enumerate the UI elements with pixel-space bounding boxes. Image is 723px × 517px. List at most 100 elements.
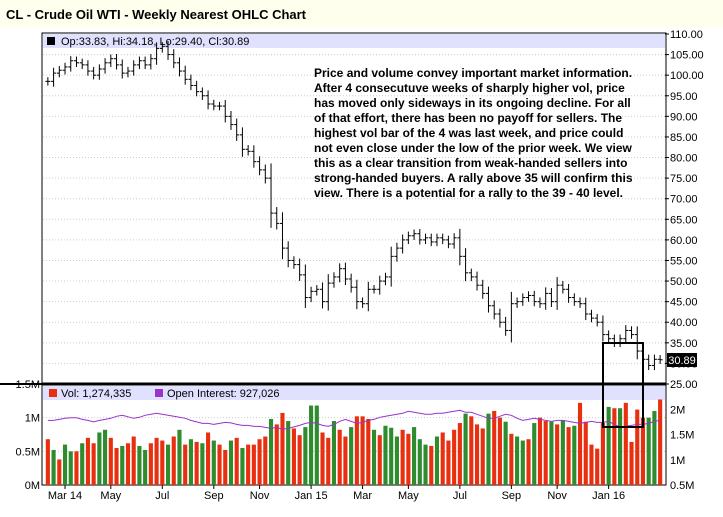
ohlc-bar (131, 60, 137, 76)
ohlc-bar (91, 66, 97, 80)
price-y-tick-label: 35.00 (670, 338, 698, 350)
ohlc-bar (474, 271, 480, 291)
ohlc-bar (274, 207, 280, 230)
volume-bar (268, 419, 274, 485)
ohlc-bar (348, 273, 354, 293)
volume-bar (120, 445, 125, 485)
volume-bar (57, 459, 62, 485)
price-y-tick-label: 85.00 (670, 132, 698, 144)
volume-bar (612, 408, 617, 485)
ohlc-bar (646, 354, 652, 371)
volume-bar (560, 420, 565, 485)
ohlc-bar (394, 242, 400, 262)
ohlc-bar (68, 56, 74, 72)
volume-bar (74, 451, 79, 485)
ohlc-bar (577, 297, 583, 308)
x-tick-label: Nov (250, 490, 270, 502)
ohlc-bar (331, 272, 337, 288)
ohlc-bar (594, 313, 600, 327)
volume-bar (589, 444, 594, 485)
ohlc-bar (588, 309, 594, 323)
ohlc-bar (211, 99, 217, 111)
ohlc-bar (56, 66, 62, 78)
volume-bar (177, 429, 182, 485)
volume-bar (165, 444, 171, 485)
ohlc-bar (508, 291, 514, 343)
x-tick-label: Jul (155, 490, 169, 502)
volume-bar (646, 417, 651, 485)
oi-legend-text: Open Interest: 927,026 (167, 388, 280, 400)
volume-bar (320, 432, 325, 485)
volume-bar (80, 443, 85, 485)
last-price-label: 30.89 (668, 355, 696, 367)
ohlc-bar (629, 326, 635, 339)
volume-bar (509, 433, 514, 485)
ohlc-bar (371, 285, 377, 294)
volume-bar (211, 440, 216, 485)
volume-bar (137, 445, 142, 485)
volume-y-tick-label: 1M (25, 413, 40, 425)
volume-bar (194, 441, 199, 485)
price-bars (45, 41, 663, 371)
chart-title: CL - Crude Oil WTI - Weekly Nearest OHLC… (6, 7, 307, 22)
volume-bar (125, 443, 131, 485)
ohlc-bar (222, 99, 228, 123)
volume-bar (354, 416, 359, 485)
ohlc-bar (165, 41, 171, 60)
volume-bar (349, 427, 354, 485)
ohlc-bar (108, 54, 114, 68)
ohlc-bar (136, 56, 142, 70)
annotation-text: Price and volume convey important market… (314, 66, 633, 200)
ohlc-bar (337, 263, 343, 283)
ohlc-bar (440, 233, 446, 245)
volume-bar (217, 444, 222, 485)
volume-bar (257, 439, 262, 485)
volume-bar (286, 421, 291, 485)
volume-bar (371, 429, 377, 485)
volume-bar (223, 449, 228, 485)
volume-bar (423, 444, 428, 485)
volume-bar (62, 444, 68, 485)
ohlc-bar (583, 297, 589, 321)
price-y-tick-label: 60.00 (670, 235, 698, 247)
volume-bars (45, 399, 663, 485)
ohlc-bar (434, 233, 440, 247)
oi-y-tick-label: 0.5M (670, 480, 694, 492)
volume-bar (337, 429, 342, 485)
ohlc-bar (651, 354, 657, 371)
volume-bar (452, 429, 457, 485)
volume-bar (406, 433, 411, 485)
ohlc-bar (114, 54, 120, 70)
ohlc-bar (171, 49, 177, 69)
oi-legend-swatch (155, 389, 163, 397)
ohlc-bar (102, 58, 108, 74)
price-y-tick-label: 70.00 (670, 194, 698, 206)
ohlc-bar (600, 315, 606, 342)
volume-bar (394, 436, 399, 485)
ohlc-bar (405, 231, 411, 245)
price-y-tick-label: 50.00 (670, 276, 698, 288)
last-price-box (667, 353, 697, 367)
volume-bar (480, 428, 485, 485)
volume-legend-band (43, 386, 665, 400)
volume-bar (366, 419, 371, 485)
volume-y-ticks: 1.5M 1M 0.5M 0M (16, 379, 40, 492)
volume-bar (635, 409, 640, 485)
ohlc-bar (388, 246, 394, 287)
x-tick-label: Nov (547, 490, 567, 502)
volume-bar (566, 427, 571, 485)
volume-bar (85, 437, 90, 485)
ohlc-bar (520, 293, 526, 306)
ohlc-bar (554, 276, 560, 310)
ohlc-bar (234, 118, 240, 141)
ohlc-bar (142, 56, 148, 70)
volume-bar (463, 413, 468, 485)
volume-bar (377, 435, 382, 485)
ohlc-bar (531, 290, 537, 307)
price-y-tick-label: 95.00 (670, 91, 698, 103)
price-legend-band (43, 34, 665, 48)
ohlc-bar (279, 212, 285, 260)
volume-bar (183, 444, 188, 485)
ohlc-bar (285, 241, 291, 268)
x-tick-label: Mar 14 (48, 490, 82, 502)
